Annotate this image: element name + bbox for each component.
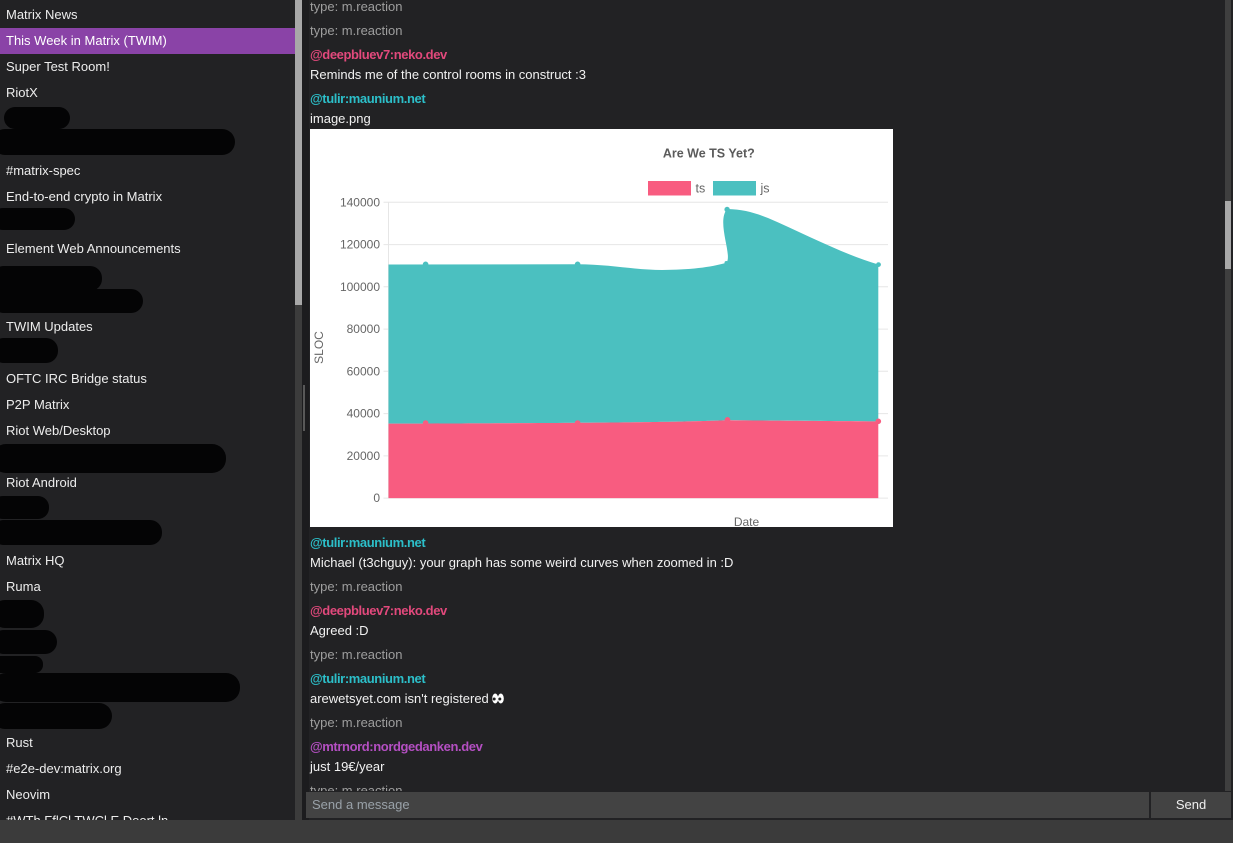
- svg-text:120000: 120000: [340, 238, 380, 252]
- svg-text:140000: 140000: [340, 195, 380, 209]
- svg-text:100000: 100000: [340, 280, 380, 294]
- svg-text:SLOC: SLOC: [312, 331, 326, 364]
- svg-text:Date: Date: [734, 515, 760, 527]
- svg-text:20000: 20000: [347, 449, 381, 463]
- svg-text:Are We TS Yet?: Are We TS Yet?: [663, 147, 755, 161]
- svg-text:40000: 40000: [347, 407, 381, 421]
- svg-text:ts: ts: [696, 182, 706, 196]
- svg-text:80000: 80000: [347, 322, 381, 336]
- svg-text:0: 0: [373, 491, 380, 505]
- svg-text:60000: 60000: [347, 364, 381, 378]
- svg-text:js: js: [760, 182, 770, 196]
